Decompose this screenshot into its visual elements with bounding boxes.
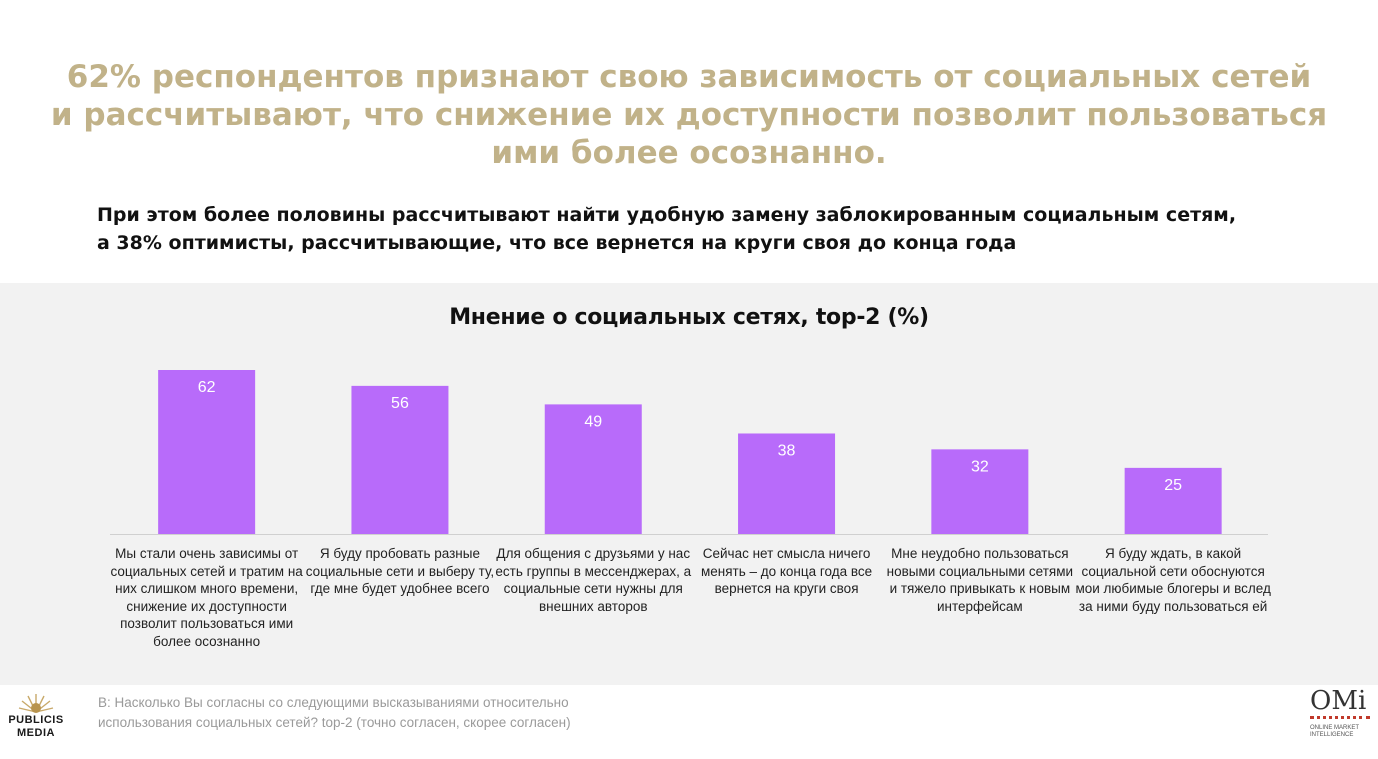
headline: 62% респондентов признают свою зависимос… — [0, 58, 1378, 172]
category-label: Мы стали очень зависимы от социальных се… — [110, 546, 303, 649]
omi-logo: OMi Online Market Intelligence — [1310, 688, 1374, 739]
subheadline-line-2: а 38% оптимисты, рассчитывающие, что все… — [97, 232, 1017, 254]
omi-mark: OMi — [1310, 686, 1367, 716]
bar-value-label: 25 — [1164, 477, 1182, 494]
headline-line-3: ими более осознанно. — [491, 135, 887, 171]
category-label: Мне неудобно пользоваться новыми социаль… — [886, 546, 1074, 614]
bar — [158, 370, 256, 534]
headline-line-1: 62% респондентов признают свою зависимос… — [66, 59, 1312, 95]
lion-emblem-icon — [18, 694, 54, 713]
bar — [544, 404, 642, 534]
publicis-media-text: PUBLICIS MEDIA — [8, 714, 64, 739]
bar-value-label: 62 — [198, 379, 216, 396]
bar — [1124, 467, 1222, 534]
bar — [738, 433, 836, 534]
category-label: Я буду ждать, в какой социальной сети об… — [1075, 546, 1271, 614]
chart-title: Мнение о социальных сетях, top-2 (%) — [449, 305, 929, 330]
category-label: Для общения с друзьями у нас есть группы… — [495, 546, 692, 614]
bar-chart: 62 56 49 38 32 25 — [110, 370, 1268, 535]
bar — [931, 449, 1029, 534]
subheadline: При этом более половины рассчитывают най… — [97, 201, 1297, 257]
bar-value-label: 38 — [778, 442, 796, 459]
publicis-media-logo: PUBLICIS MEDIA — [4, 688, 68, 740]
bar-value-label: 32 — [971, 458, 989, 475]
footer — [0, 685, 1378, 759]
category-label: Я буду пробовать разные социальные сети … — [305, 546, 495, 596]
omi-dotted-bar — [1310, 716, 1370, 723]
category-label: Сейчас нет смысла ничего менять – до кон… — [700, 546, 873, 596]
headline-line-2: и рассчитывают, что снижение их доступно… — [50, 97, 1328, 133]
omi-subtitle: Online Market Intelligence — [1310, 725, 1359, 738]
survey-question: B: Насколько Вы согласны со следующими в… — [98, 695, 571, 730]
bar-value-label: 49 — [584, 413, 602, 430]
bar-value-label: 56 — [391, 395, 409, 412]
subheadline-line-1: При этом более половины рассчитывают най… — [97, 204, 1237, 226]
bar — [351, 385, 449, 534]
